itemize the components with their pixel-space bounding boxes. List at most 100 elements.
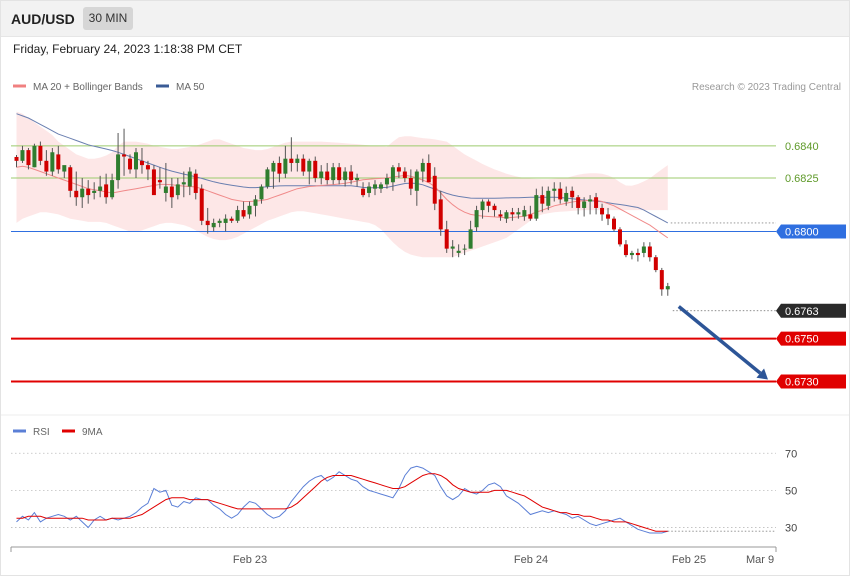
candle-body (510, 212, 515, 215)
candle-body (98, 186, 103, 191)
candle-body (402, 171, 407, 178)
rsi-tick-30: 30 (785, 522, 797, 534)
candle-body (128, 158, 133, 170)
reference-tag-0.6750: 0.6750 (776, 331, 846, 346)
candle-body (659, 270, 664, 290)
rsi-legend-label-0: RSI (33, 427, 50, 438)
candle-body (56, 154, 61, 170)
bollinger-band-area (16, 111, 668, 258)
candle-body (193, 173, 198, 193)
candle-body (38, 145, 43, 161)
candle-body (325, 171, 330, 181)
candle-body (516, 212, 521, 215)
rsi-series-9MA (16, 473, 668, 532)
candle-body (665, 286, 670, 290)
candle-body (504, 212, 509, 219)
candle-body (462, 248, 467, 250)
candle-body (492, 205, 497, 211)
candle-body (349, 171, 354, 181)
x-tick-label-2: Feb 25 (672, 554, 706, 566)
candle-body (181, 182, 186, 185)
candle-body (647, 246, 652, 258)
timeframe-button[interactable]: 30 MIN (83, 7, 133, 30)
candle-body (432, 175, 437, 204)
legend-label-1: MA 50 (176, 82, 205, 93)
candle-body (32, 145, 37, 168)
candle-body (361, 188, 366, 196)
rsi-legend-label-1: 9MA (82, 427, 103, 438)
candle-body (307, 160, 312, 172)
copyright-label: Research © 2023 Trading Central (692, 82, 841, 93)
reference-label-0.6750: 0.6750 (785, 334, 819, 346)
reference-tag-bg (776, 224, 846, 239)
candle-body (217, 220, 222, 223)
symbol-label: AUD/USD (11, 11, 75, 27)
candle-body (576, 197, 581, 208)
candle-body (122, 154, 127, 157)
rsi-tick-70: 70 (785, 448, 797, 460)
candle-body (534, 195, 539, 219)
candle-body (606, 214, 611, 219)
candle-body (211, 222, 216, 228)
candle-body (337, 167, 342, 181)
candle-body (635, 252, 640, 256)
candle-body (468, 229, 473, 249)
legend-label-0: MA 20 + Bollinger Bands (33, 82, 143, 93)
candle-body (623, 244, 628, 256)
candle-body (641, 246, 646, 253)
last-price-tag: 0.6763 (776, 303, 846, 318)
candle-body (528, 214, 533, 219)
candle-body (187, 171, 192, 187)
candle-body (343, 171, 348, 181)
rsi-tick-50: 50 (785, 485, 797, 497)
candle-body (283, 158, 288, 174)
rsi-legend-swatch-1 (62, 429, 75, 433)
candle-body (134, 152, 138, 170)
candle-body (546, 190, 551, 206)
candle-body (289, 158, 294, 163)
candle-body (367, 186, 372, 193)
candle-body (74, 190, 79, 198)
reference-tag-bg (776, 374, 846, 389)
x-tick-label-0: Feb 23 (233, 554, 267, 566)
top-bar: AUD/USD 30 MIN (0, 0, 850, 37)
reference-tag-0.6800: 0.6800 (776, 224, 846, 239)
candles-group (14, 128, 670, 296)
candle-body (116, 154, 121, 181)
candle-body (92, 190, 97, 193)
reference-label-0.6730: 0.6730 (785, 376, 819, 388)
candle-body (229, 218, 234, 221)
timestamp-label: Friday, February 24, 2023 1:18:38 PM CET (13, 42, 243, 56)
candle-body (20, 150, 25, 161)
candle-body (104, 184, 109, 198)
candle-body (373, 184, 377, 189)
candle-body (313, 160, 318, 178)
candle-body (444, 229, 449, 249)
candle-body (540, 195, 545, 204)
last-price-label: 0.6763 (785, 306, 819, 318)
candle-body (319, 171, 324, 178)
forecast-arrow-head (756, 368, 768, 380)
candle-body (295, 158, 300, 163)
candle-body (44, 160, 49, 172)
candle-body (600, 207, 605, 215)
legend-swatch-1 (156, 84, 169, 88)
legend-swatch-0 (13, 84, 26, 88)
candle-body (169, 186, 174, 198)
x-tick-label-1: Feb 24 (514, 554, 548, 566)
candle-body (175, 184, 180, 196)
candle-body (50, 152, 55, 172)
candle-body (205, 220, 210, 226)
candle-body (420, 162, 425, 172)
candle-body (199, 188, 204, 221)
candle-body (26, 150, 31, 166)
candle-body (426, 162, 431, 183)
candle-body (498, 214, 503, 217)
candle-body (438, 199, 443, 230)
candle-body (456, 250, 461, 253)
candle-body (390, 167, 395, 183)
candle-body (396, 167, 401, 172)
reference-label-0.6800: 0.6800 (785, 227, 819, 239)
candle-body (588, 199, 593, 202)
